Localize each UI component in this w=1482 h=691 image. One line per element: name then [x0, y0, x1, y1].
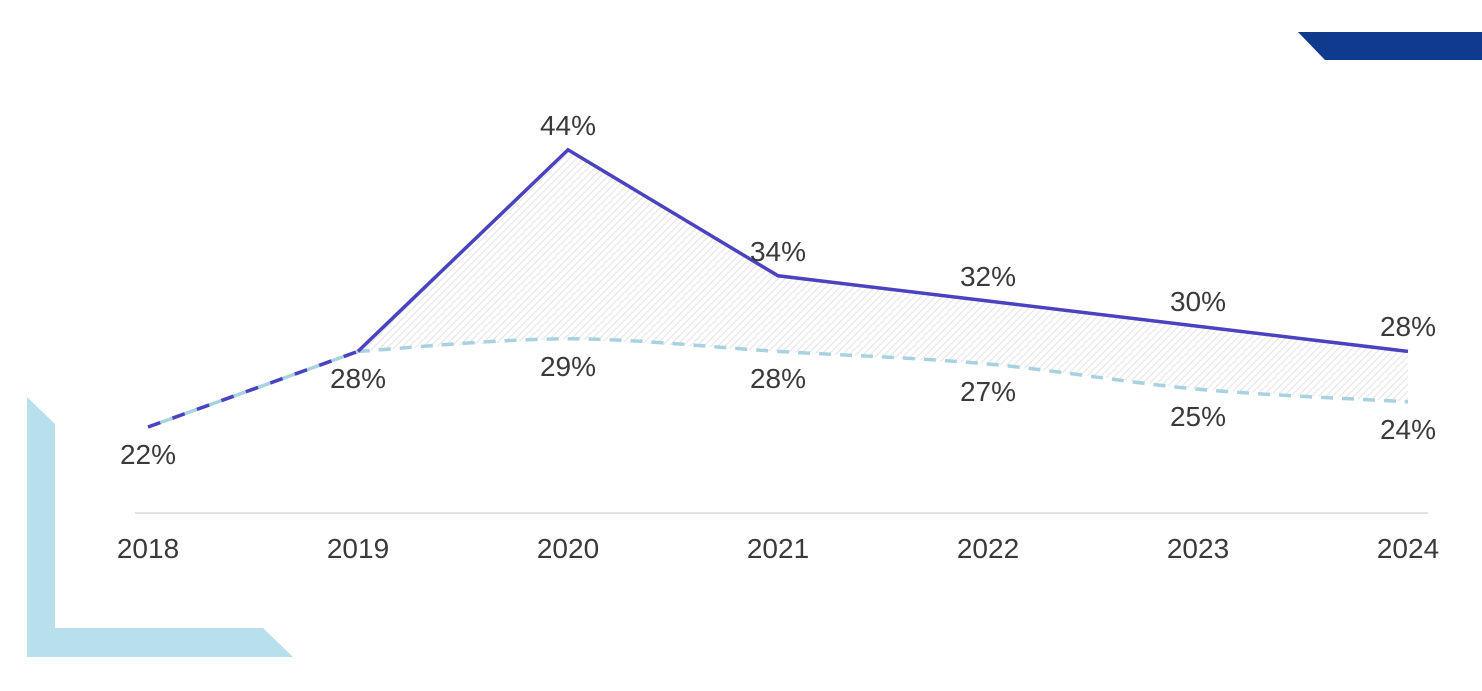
value-label: 28%: [749, 363, 807, 395]
x-axis-label: 2019: [326, 533, 390, 564]
value-label: 34%: [749, 235, 807, 267]
value-label: 32%: [959, 261, 1017, 292]
value-label: 27%: [959, 376, 1017, 407]
top-right-band: [1298, 32, 1482, 60]
value-label: 30%: [1169, 286, 1227, 318]
value-label: 24%: [1379, 413, 1437, 445]
bottom-left-bracket-icon: [27, 397, 293, 657]
x-axis-label: 2023: [1166, 533, 1230, 564]
value-label: 28%: [1379, 311, 1437, 343]
x-axis-label: 2022: [956, 533, 1020, 564]
x-axis-label: 2024: [1376, 533, 1440, 564]
x-axis-label: 2018: [116, 533, 180, 564]
series-gap-hatch-area: [358, 149, 1408, 402]
value-label: 28%: [329, 363, 387, 395]
value-label: 29%: [539, 350, 597, 382]
value-label: 22%: [119, 439, 177, 470]
value-label: 44%: [539, 109, 597, 141]
upper-series-dashed-head: [147, 349, 359, 429]
lower-series-dashed-line: [357, 337, 1409, 404]
x-axis-label: 2021: [746, 533, 810, 564]
value-label: 25%: [1169, 401, 1227, 433]
upper-series-solid-line: [356, 147, 1409, 354]
x-axis-label: 2020: [536, 533, 600, 564]
